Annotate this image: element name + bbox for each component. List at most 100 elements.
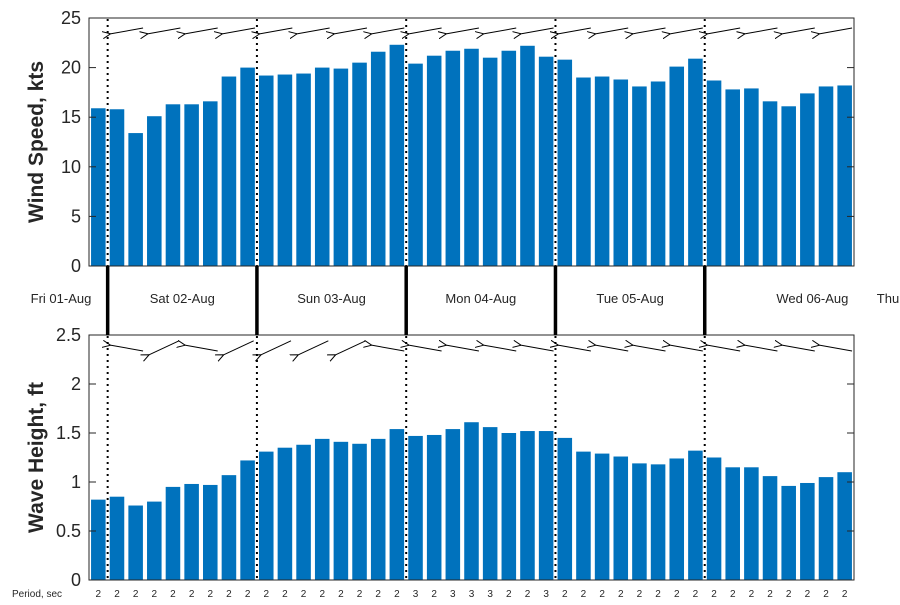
- wave-height-panel: 0 0.5 1 1.5 2 2.5 Wave Height, ft: [25, 325, 855, 590]
- wind-bar-19: [445, 50, 461, 266]
- period-value-38: 2: [805, 589, 811, 600]
- wind-bar-3: [147, 116, 162, 267]
- wave-bar-19: [445, 429, 461, 580]
- day-label-4: Tue 05-Aug: [596, 291, 663, 306]
- wave-bar-16: [389, 429, 405, 580]
- period-value-1: 2: [114, 589, 120, 600]
- wave-direction-arrow-25: [557, 345, 591, 352]
- wave-bar-14: [352, 443, 367, 580]
- wind-bar-20: [464, 48, 479, 266]
- wind-ytick-label-3: 15: [61, 107, 81, 127]
- period-value-40: 2: [842, 589, 848, 600]
- wave-direction-arrow-37: [781, 345, 815, 352]
- wind-bar-28: [613, 79, 629, 266]
- wave-direction-arrow-7: [223, 340, 254, 355]
- period-value-2: 2: [133, 589, 139, 600]
- wind-bar-25: [557, 59, 573, 266]
- wave-bar-32: [688, 450, 703, 580]
- wind-bar-24: [538, 56, 554, 266]
- wind-bar-1: [109, 109, 125, 266]
- wave-direction-arrow-5: [184, 345, 218, 352]
- period-value-39: 2: [823, 589, 829, 600]
- wind-bar-22: [501, 50, 517, 266]
- wind-bar-4: [165, 104, 181, 266]
- wave-bar-1: [109, 496, 125, 580]
- wave-bar-22: [501, 433, 517, 580]
- wind-direction-arrow-3: [147, 27, 181, 34]
- period-value-12: 2: [319, 589, 325, 600]
- wind-bar-14: [352, 62, 367, 266]
- wind-direction-arrow-15: [371, 27, 405, 34]
- wind-bar-11: [296, 73, 311, 266]
- wave-bar-3: [147, 501, 162, 580]
- wave-direction-arrow-11: [298, 340, 329, 355]
- wave-direction-arrow-31: [669, 345, 703, 352]
- day-label-3: Mon 04-Aug: [445, 291, 516, 306]
- wave-bar-18: [426, 434, 442, 580]
- wave-bar-34: [725, 467, 740, 580]
- wave-direction-arrow-17: [408, 345, 442, 352]
- wind-direction-arrow-5: [184, 27, 218, 34]
- period-value-10: 2: [282, 589, 288, 600]
- wave-direction-arrow-33: [707, 345, 741, 352]
- wave-ytick-label-3: 1.5: [56, 423, 81, 443]
- wind-bar-38: [800, 93, 815, 266]
- wind-ytick-label-0: 0: [71, 256, 81, 276]
- period-value-15: 2: [375, 589, 381, 600]
- period-value-14: 2: [357, 589, 363, 600]
- wave-bar-28: [613, 456, 629, 580]
- wave-bar-38: [800, 482, 815, 580]
- wind-bar-15: [370, 51, 386, 267]
- wind-bar-40: [837, 85, 852, 267]
- wind-direction-arrow-39: [819, 27, 853, 34]
- wave-height-ylabel: Wave Height, ft: [25, 382, 48, 533]
- wave-ytick-label-4: 2: [71, 374, 81, 394]
- wave-bar-17: [408, 435, 423, 580]
- wind-direction-arrow-25: [557, 27, 591, 34]
- wave-bar-33: [706, 457, 722, 580]
- wind-bar-16: [389, 44, 405, 266]
- wave-ytick-label-5: 2.5: [56, 325, 81, 345]
- wind-direction-arrow-31: [669, 27, 703, 34]
- period-value-28: 2: [618, 589, 624, 600]
- wave-bar-20: [464, 422, 479, 580]
- period-value-8: 2: [245, 589, 251, 600]
- period-value-9: 2: [263, 589, 269, 600]
- wave-direction-arrow-3: [148, 340, 180, 355]
- wind-bar-2: [128, 133, 143, 266]
- wave-bar-10: [277, 447, 293, 580]
- wind-ytick-label-4: 20: [61, 58, 81, 78]
- wave-bar-5: [184, 483, 199, 580]
- wind-bar-6: [203, 101, 218, 266]
- wind-direction-arrow-27: [595, 27, 629, 34]
- wave-bar-37: [781, 485, 796, 580]
- wind-speed-panel: 0 5 10 15 20 25 Wind Speed, kts: [25, 8, 855, 276]
- wind-bar-10: [277, 74, 293, 266]
- wave-bar-23: [520, 431, 535, 580]
- wave-bar-4: [165, 486, 181, 580]
- wind-speed-ylabel: Wind Speed, kts: [25, 61, 48, 223]
- wave-bar-27: [594, 453, 610, 580]
- wave-bar-26: [576, 451, 591, 580]
- wave-bar-0: [91, 499, 106, 580]
- period-value-4: 2: [170, 589, 176, 600]
- wind-bar-29: [632, 86, 647, 266]
- period-row-label: Period, sec: [12, 589, 62, 600]
- period-value-16: 2: [394, 589, 400, 600]
- period-value-35: 2: [749, 589, 755, 600]
- wave-direction-arrow-23: [520, 345, 554, 352]
- period-value-25: 2: [562, 589, 568, 600]
- wind-direction-arrow-7: [222, 27, 256, 34]
- wind-bar-36: [762, 101, 778, 266]
- wave-bar-2: [128, 505, 143, 580]
- wind-bar-12: [314, 67, 330, 266]
- wave-bar-40: [837, 472, 852, 580]
- wave-direction-arrow-9: [260, 340, 292, 355]
- day-label-2: Sun 03-Aug: [297, 291, 366, 306]
- wind-bar-5: [184, 104, 199, 266]
- wave-direction-arrow-29: [632, 345, 666, 352]
- period-value-30: 2: [655, 589, 661, 600]
- wind-direction-arrow-33: [707, 27, 741, 34]
- wind-ytick-label-5: 25: [61, 8, 81, 28]
- wind-bar-8: [240, 67, 255, 266]
